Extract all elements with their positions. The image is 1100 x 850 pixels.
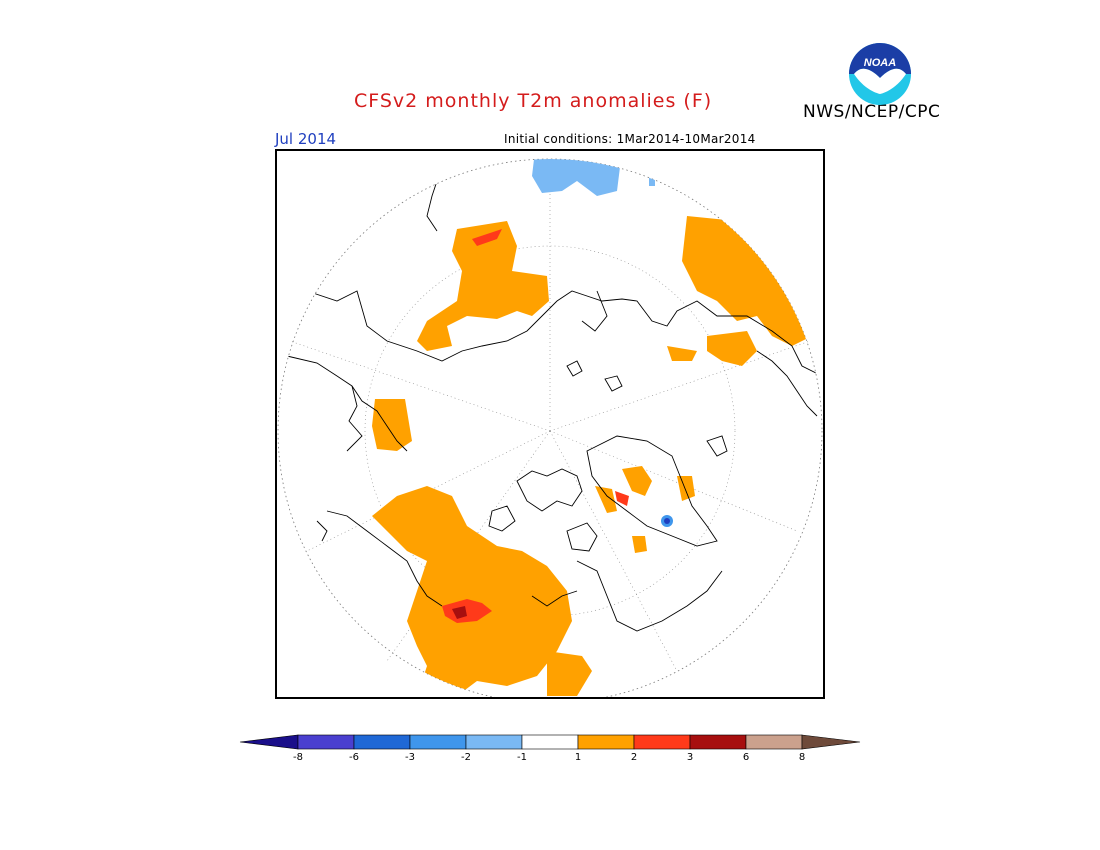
agency-label: NWS/NCEP/CPC	[803, 102, 941, 122]
polar-map	[275, 149, 825, 699]
coastlines	[286, 170, 822, 632]
chart-title: CFSv2 monthly T2m anomalies (F)	[354, 90, 713, 112]
colorbar-segment	[521, 734, 579, 750]
noaa-logo: NOAA	[849, 43, 911, 105]
colorbar-segment	[353, 734, 411, 750]
colorbar-tick-label: -1	[517, 752, 527, 763]
colorbar-tick-label: 3	[686, 752, 694, 763]
strong-warm-regions	[442, 229, 629, 623]
colorbar-tick-label: 1	[574, 752, 582, 763]
colorbar-segment	[745, 734, 803, 750]
colorbar-segment	[297, 734, 355, 750]
colorbar-segment	[239, 734, 299, 750]
initial-conditions: Initial conditions: 1Mar2014-10Mar2014	[504, 132, 756, 146]
colorbar-tick-label: -2	[461, 752, 471, 763]
cool-anomaly-regions	[457, 159, 655, 196]
colorbar-segment	[409, 734, 467, 750]
colorbar-segment	[577, 734, 635, 750]
colorbar-segment	[465, 734, 523, 750]
colorbar-segment	[689, 734, 747, 750]
equator-circle	[277, 158, 823, 697]
very-warm-regions	[452, 606, 467, 619]
colorbar-tick-label: -6	[349, 752, 359, 763]
forecast-month: Jul 2014	[275, 130, 337, 148]
colorbar-tick-label: 6	[742, 752, 750, 763]
colorbar-tick-label: 2	[630, 752, 638, 763]
colorbar-segment	[633, 734, 691, 750]
colorbar-tick-label: 8	[798, 752, 806, 763]
colorbar-tick-label: -3	[405, 752, 415, 763]
latitude-circle	[364, 245, 736, 617]
colorbar-segment	[801, 734, 861, 750]
colorbar	[239, 734, 861, 750]
warm-anomaly-regions	[372, 216, 812, 696]
svg-text:NOAA: NOAA	[864, 57, 896, 69]
colorbar-tick-label: -8	[293, 752, 303, 763]
